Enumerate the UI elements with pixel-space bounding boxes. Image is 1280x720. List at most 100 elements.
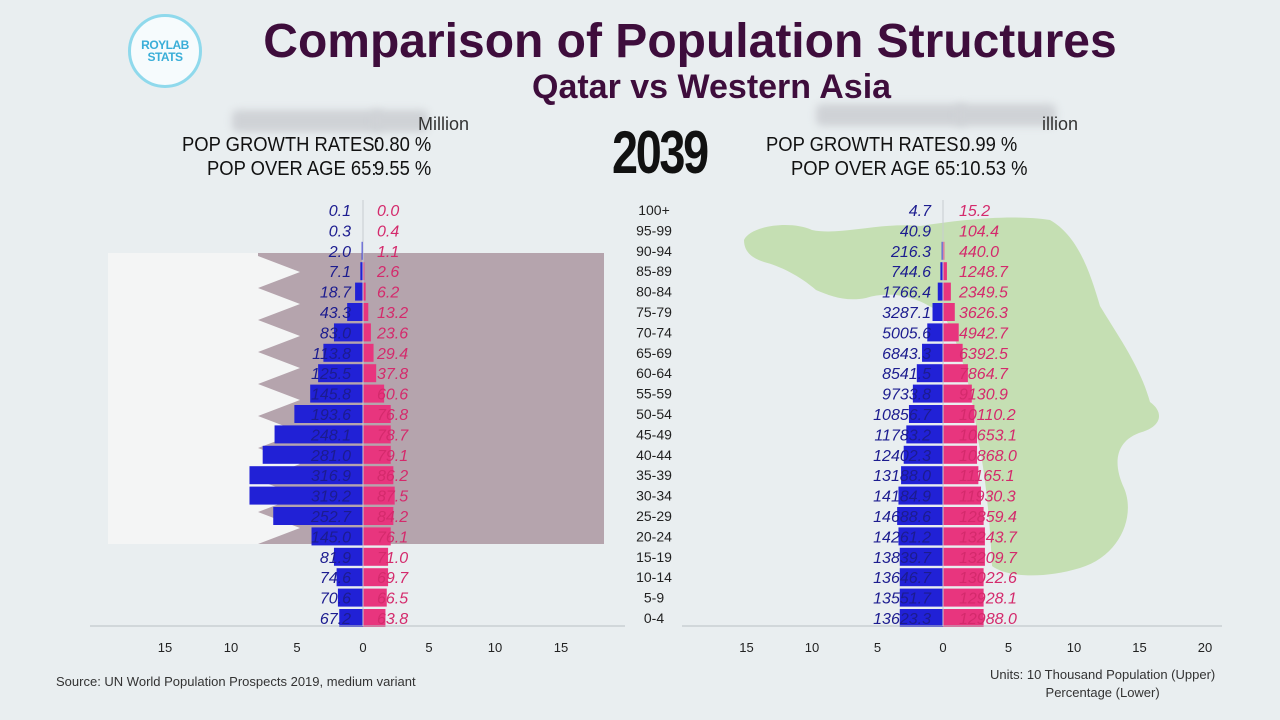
age-group-label: 20-24 (636, 528, 672, 544)
roylab-logo: ROYLAB STATS (128, 14, 202, 88)
age-group-label: 60-64 (636, 365, 672, 381)
male-bar (262, 445, 363, 464)
age-group-label: 95-99 (636, 222, 672, 238)
male-value-label: 145.8 (311, 387, 351, 404)
female-value-label: 12988.0 (959, 611, 1017, 628)
male-value-label: 0.1 (329, 203, 351, 220)
age-group-label: 0-4 (644, 610, 664, 626)
female-bar (363, 262, 365, 281)
male-bar (337, 588, 363, 607)
male-value-label: 83.0 (320, 325, 351, 342)
blurred-population-label-left (232, 110, 382, 132)
age-group-label: 30-34 (636, 488, 672, 504)
male-value-label: 319.2 (311, 489, 351, 506)
male-bar (323, 343, 363, 362)
age-group-labels: 100+ 95-99 90-94 85-89 80-84 75-79 70-74 65-69 6… (636, 202, 672, 626)
male-value-label: 248.1 (310, 427, 351, 444)
male-bar (310, 384, 363, 403)
male-value-label: 74.6 (320, 570, 351, 587)
male-value-label: 67.2 (320, 611, 351, 628)
male-bar (916, 364, 943, 383)
female-value-label: 1.1 (377, 244, 399, 261)
female-value-label: 11930.3 (959, 489, 1016, 506)
male-bar (903, 445, 943, 464)
female-value-label: 66.5 (377, 591, 408, 608)
male-bar (336, 568, 363, 587)
female-bar (363, 445, 391, 464)
male-value-label: 11783.2 (874, 427, 931, 444)
age-group-label: 55-59 (636, 386, 672, 402)
male-value-label: 13188.0 (873, 468, 931, 485)
female-bar (943, 282, 951, 301)
male-value-label: 13839.7 (873, 550, 932, 567)
female-value-label: 12928.1 (959, 591, 1017, 608)
male-value-label: 125.5 (311, 366, 351, 383)
male-value-label: 113.8 (312, 346, 351, 363)
female-value-label: 6392.5 (959, 346, 1008, 363)
male-bar (249, 466, 363, 485)
male-bar (908, 405, 943, 423)
age-group-label: 80-84 (636, 284, 672, 300)
male-value-label: 3287.1 (882, 305, 931, 322)
x-tick-label: 5 (425, 640, 432, 655)
female-bar (363, 527, 391, 546)
male-bar (294, 405, 363, 423)
male-bar (912, 384, 943, 403)
female-value-label: 86.2 (377, 468, 408, 485)
left-growth-value: 0.80 % (374, 134, 432, 156)
female-value-label: 71.0 (377, 550, 408, 567)
female-value-label: 1248.7 (959, 264, 1009, 281)
female-value-label: 10868.0 (959, 448, 1017, 465)
female-bar (363, 486, 395, 505)
right-growth-label: POP GROWTH RATES: (766, 134, 964, 156)
left-over65-value: 9.55 % (374, 158, 432, 180)
left-growth-label: POP GROWTH RATES: (182, 134, 380, 156)
male-bar (347, 303, 363, 321)
blurred-population-value-left (372, 110, 428, 132)
male-value-label: 13551.7 (873, 591, 932, 608)
male-value-label: 6843.3 (882, 346, 931, 363)
male-bar (339, 609, 363, 627)
female-bar (363, 303, 369, 321)
male-bar (899, 547, 943, 566)
male-value-label: 316.9 (311, 468, 351, 485)
x-tick-label: 5 (293, 640, 300, 655)
female-value-label: 2349.5 (958, 285, 1008, 302)
male-value-label: 145.0 (311, 529, 351, 546)
population-unit-right: illion (1042, 114, 1079, 134)
male-value-label: 14184.9 (873, 489, 931, 506)
female-value-label: 4942.7 (959, 325, 1009, 342)
female-bar (943, 323, 959, 342)
x-tick-label: 15 (1132, 640, 1146, 655)
qatar-pyramid: 0.1 0.0 0.3 0.4 2.0 1.1 7.1 2.6 18.7 6.2 43.3 13.2 8… (90, 200, 625, 655)
female-bar (943, 262, 947, 281)
male-value-label: 9733.8 (882, 387, 931, 404)
female-bar (363, 588, 387, 607)
female-bar (943, 445, 978, 464)
female-bar (943, 384, 972, 403)
female-value-label: 76.1 (377, 529, 408, 546)
female-bar (943, 547, 985, 566)
female-value-label: 84.2 (377, 509, 408, 526)
female-bar (943, 425, 978, 444)
x-tick-label: 10 (224, 640, 238, 655)
female-value-label: 104.4 (959, 223, 999, 240)
male-bar (249, 486, 363, 505)
age-group-label: 100+ (638, 202, 670, 218)
female-bar (943, 303, 955, 321)
year-display: 2039 (612, 119, 709, 186)
x-tick-label: 15 (739, 640, 753, 655)
male-bar (897, 507, 943, 525)
age-group-label: 50-54 (636, 406, 672, 422)
male-value-label: 70.6 (320, 591, 351, 608)
male-bar (922, 343, 943, 362)
female-value-label: 78.7 (377, 427, 409, 444)
population-unit-left: Million (418, 114, 470, 134)
female-value-label: 87.5 (377, 489, 408, 506)
male-bar (273, 507, 363, 525)
female-bar (943, 507, 984, 525)
female-value-label: 15.2 (959, 203, 990, 220)
male-value-label: 8541.5 (882, 366, 931, 383)
female-bar (943, 405, 975, 423)
blurred-population-label-right (816, 104, 966, 126)
